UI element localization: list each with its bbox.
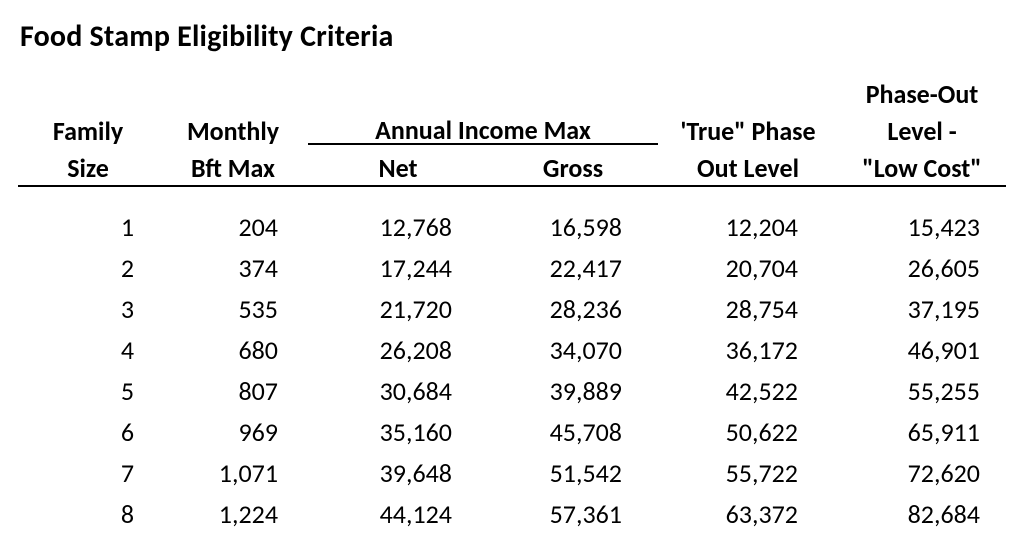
cell-phase_out_low_cost: 82,684 xyxy=(838,486,1006,527)
cell-family_size: 3 xyxy=(18,281,158,322)
table-row: 580730,68439,88942,52255,255 xyxy=(18,363,1006,404)
cell-monthly_bft_max: 1,071 xyxy=(158,445,308,486)
cell-net: 12,768 xyxy=(308,186,488,240)
cell-gross: 34,070 xyxy=(488,322,658,363)
col-header-blank xyxy=(488,67,658,107)
cell-monthly_bft_max: 680 xyxy=(158,322,308,363)
cell-true_phase_out: 42,522 xyxy=(658,363,838,404)
cell-phase_out_low_cost: 15,423 xyxy=(838,186,1006,240)
col-header-phaseout-l1: Phase-Out xyxy=(838,67,1006,107)
col-header-blank xyxy=(308,67,488,107)
cell-net: 39,648 xyxy=(308,445,488,486)
cell-phase_out_low_cost: 26,605 xyxy=(838,240,1006,281)
cell-monthly_bft_max: 969 xyxy=(158,404,308,445)
cell-true_phase_out: 12,204 xyxy=(658,186,838,240)
table-row: 237417,24422,41720,70426,605 xyxy=(18,240,1006,281)
cell-net: 17,244 xyxy=(308,240,488,281)
cell-family_size: 2 xyxy=(18,240,158,281)
col-header-truephase-l3: Out Level xyxy=(658,144,838,186)
cell-true_phase_out: 28,754 xyxy=(658,281,838,322)
cell-monthly_bft_max: 807 xyxy=(158,363,308,404)
col-header-annual-group: Annual Income Max xyxy=(308,107,658,144)
table-row: 353521,72028,23628,75437,195 xyxy=(18,281,1006,322)
cell-monthly_bft_max: 535 xyxy=(158,281,308,322)
cell-family_size: 8 xyxy=(18,486,158,527)
cell-net: 21,720 xyxy=(308,281,488,322)
page-title: Food Stamp Eligibility Criteria xyxy=(20,18,1006,55)
cell-true_phase_out: 63,372 xyxy=(658,486,838,527)
cell-gross: 22,417 xyxy=(488,240,658,281)
col-header-family-l2: Family xyxy=(18,107,158,144)
table-row: 81,22444,12457,36163,37282,684 xyxy=(18,486,1006,527)
col-header-monthly-l2: Monthly xyxy=(158,107,308,144)
cell-true_phase_out: 20,704 xyxy=(658,240,838,281)
cell-net: 44,124 xyxy=(308,486,488,527)
cell-monthly_bft_max: 1,224 xyxy=(158,486,308,527)
cell-family_size: 6 xyxy=(18,404,158,445)
table-row: 71,07139,64851,54255,72272,620 xyxy=(18,445,1006,486)
cell-monthly_bft_max: 204 xyxy=(158,186,308,240)
eligibility-table: Phase-Out Family Monthly Annual Income M… xyxy=(18,67,1006,527)
cell-gross: 57,361 xyxy=(488,486,658,527)
cell-monthly_bft_max: 374 xyxy=(158,240,308,281)
cell-net: 35,160 xyxy=(308,404,488,445)
cell-phase_out_low_cost: 37,195 xyxy=(838,281,1006,322)
cell-phase_out_low_cost: 65,911 xyxy=(838,404,1006,445)
cell-gross: 51,542 xyxy=(488,445,658,486)
col-header-blank xyxy=(158,67,308,107)
cell-gross: 28,236 xyxy=(488,281,658,322)
col-header-phaseout-l2: Level - xyxy=(838,107,1006,144)
table-body: 120412,76816,59812,20415,423237417,24422… xyxy=(18,186,1006,527)
table-row: 696935,16045,70850,62265,911 xyxy=(18,404,1006,445)
col-header-family-l3: Size xyxy=(18,144,158,186)
col-header-blank xyxy=(18,67,158,107)
cell-gross: 16,598 xyxy=(488,186,658,240)
cell-family_size: 5 xyxy=(18,363,158,404)
col-header-truephase-l2: 'True" Phase xyxy=(658,107,838,144)
cell-family_size: 4 xyxy=(18,322,158,363)
table-row: 120412,76816,59812,20415,423 xyxy=(18,186,1006,240)
col-header-net: Net xyxy=(308,144,488,186)
col-header-gross: Gross xyxy=(488,144,658,186)
cell-true_phase_out: 50,622 xyxy=(658,404,838,445)
col-header-monthly-l3: Bft Max xyxy=(158,144,308,186)
col-header-phaseout-l3: "Low Cost" xyxy=(838,144,1006,186)
cell-gross: 39,889 xyxy=(488,363,658,404)
cell-phase_out_low_cost: 72,620 xyxy=(838,445,1006,486)
cell-family_size: 7 xyxy=(18,445,158,486)
cell-net: 30,684 xyxy=(308,363,488,404)
table-row: 468026,20834,07036,17246,901 xyxy=(18,322,1006,363)
cell-true_phase_out: 36,172 xyxy=(658,322,838,363)
cell-family_size: 1 xyxy=(18,186,158,240)
col-header-blank xyxy=(658,67,838,107)
cell-gross: 45,708 xyxy=(488,404,658,445)
cell-phase_out_low_cost: 55,255 xyxy=(838,363,1006,404)
cell-true_phase_out: 55,722 xyxy=(658,445,838,486)
cell-phase_out_low_cost: 46,901 xyxy=(838,322,1006,363)
cell-net: 26,208 xyxy=(308,322,488,363)
